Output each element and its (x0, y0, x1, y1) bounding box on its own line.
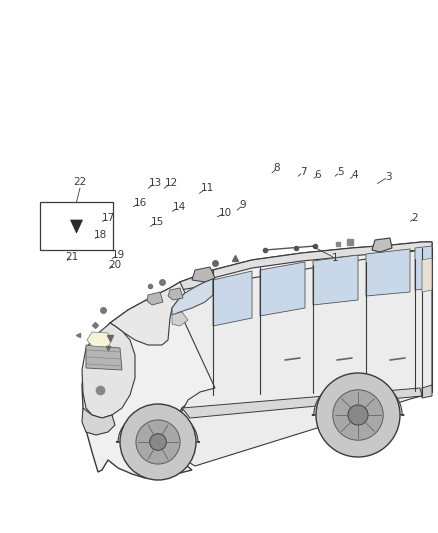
Circle shape (316, 373, 400, 457)
Text: 10: 10 (219, 208, 232, 218)
Polygon shape (312, 378, 404, 415)
Polygon shape (180, 242, 432, 293)
Text: 16: 16 (134, 198, 147, 208)
Text: 12: 12 (164, 178, 178, 188)
Polygon shape (116, 410, 200, 442)
Polygon shape (415, 246, 432, 290)
Circle shape (136, 420, 180, 464)
Polygon shape (422, 385, 432, 398)
Polygon shape (172, 278, 213, 315)
Polygon shape (147, 292, 163, 305)
Text: 11: 11 (200, 183, 214, 193)
Polygon shape (82, 242, 432, 478)
Text: 18: 18 (93, 230, 106, 240)
Text: 7: 7 (300, 167, 306, 177)
Text: 3: 3 (385, 172, 391, 182)
Polygon shape (372, 238, 392, 252)
Text: 9: 9 (240, 200, 246, 210)
Circle shape (333, 390, 383, 440)
Text: 1: 1 (332, 253, 338, 263)
Polygon shape (192, 267, 215, 282)
Text: 19: 19 (111, 250, 125, 260)
Circle shape (150, 434, 166, 450)
Polygon shape (82, 323, 135, 418)
Text: 17: 17 (101, 213, 115, 223)
FancyBboxPatch shape (40, 202, 113, 250)
Polygon shape (366, 249, 410, 296)
Text: 4: 4 (352, 170, 358, 180)
Polygon shape (260, 262, 305, 316)
Text: 15: 15 (150, 217, 164, 227)
Text: 13: 13 (148, 178, 162, 188)
Polygon shape (176, 248, 432, 466)
Text: 2: 2 (412, 213, 418, 223)
Polygon shape (313, 255, 358, 305)
Text: 20: 20 (109, 260, 122, 270)
Polygon shape (110, 282, 185, 345)
Circle shape (120, 404, 196, 480)
Polygon shape (182, 388, 422, 418)
Text: 5: 5 (337, 167, 343, 177)
Polygon shape (82, 408, 115, 435)
Polygon shape (168, 288, 183, 300)
Text: 21: 21 (65, 252, 79, 262)
Circle shape (348, 405, 368, 425)
Text: 14: 14 (173, 202, 186, 212)
Text: 8: 8 (274, 163, 280, 173)
Polygon shape (87, 332, 112, 347)
Polygon shape (172, 312, 188, 326)
Text: 6: 6 (314, 170, 321, 180)
Polygon shape (422, 258, 432, 292)
Polygon shape (71, 220, 82, 233)
Polygon shape (86, 345, 122, 370)
Text: 22: 22 (74, 177, 87, 187)
Polygon shape (213, 271, 252, 326)
